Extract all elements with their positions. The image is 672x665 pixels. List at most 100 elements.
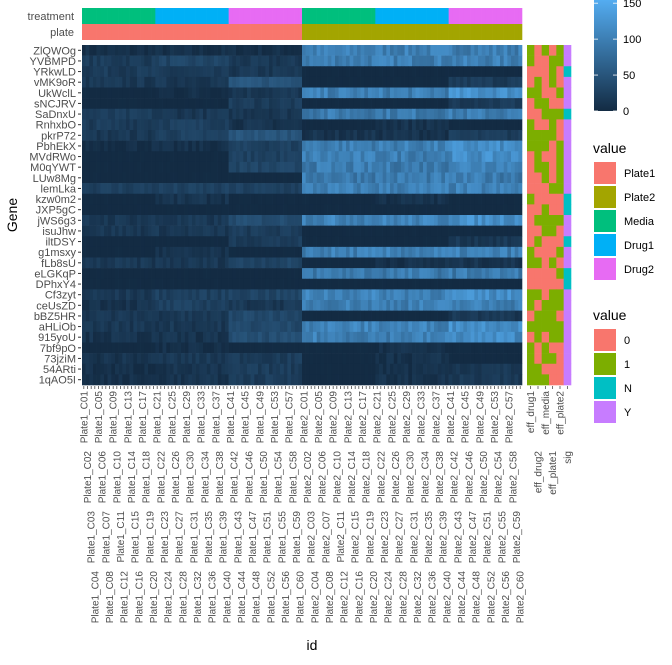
plate-annotation-cell	[335, 24, 339, 40]
heatmap-cell	[283, 215, 288, 226]
heatmap-cell	[283, 140, 288, 152]
heatmap-cell	[217, 353, 222, 365]
heatmap-cell	[129, 278, 134, 290]
legend-label: Drug2	[624, 264, 654, 276]
heatmap-cell	[272, 246, 277, 258]
heatmap-cell	[115, 76, 119, 88]
heatmap-cell	[192, 321, 196, 333]
plate-annotation-cell	[184, 24, 189, 40]
heatmap-cell	[514, 236, 519, 248]
heatmap-cell	[203, 331, 207, 343]
heatmap-cell	[258, 374, 262, 386]
heatmap-cell	[162, 87, 167, 99]
heatmap-cell	[210, 374, 215, 386]
heatmap-cell	[470, 204, 475, 216]
heatmap-cell	[111, 374, 116, 386]
heatmap-cell	[162, 257, 167, 269]
heatmap-cell	[371, 172, 376, 184]
heatmap-cell	[470, 151, 475, 163]
id-label: Plate2_C16	[354, 571, 365, 624]
heatmap-cell	[390, 363, 394, 375]
side-annotation-cell	[556, 66, 564, 78]
heatmap-cell	[140, 331, 145, 343]
heatmap-cell	[360, 151, 365, 163]
side-annotation-cell	[549, 268, 557, 280]
heatmap-cell	[104, 204, 108, 216]
heatmap-cell	[423, 172, 427, 184]
heatmap-cell	[459, 331, 464, 343]
heatmap-cell	[96, 87, 101, 99]
heatmap-cell	[217, 98, 222, 110]
heatmap-cell	[511, 310, 515, 322]
heatmap-cell	[507, 161, 512, 173]
heatmap-cell	[269, 119, 273, 131]
heatmap-cell	[93, 183, 97, 195]
heatmap-cell	[463, 108, 468, 120]
heatmap-cell	[415, 268, 420, 280]
heatmap-cell	[82, 130, 86, 141]
heatmap-cell	[195, 161, 200, 173]
heatmap-cell	[507, 289, 512, 301]
heatmap-cell	[434, 374, 438, 386]
heatmap-cell	[470, 161, 475, 173]
heatmap-cell	[456, 353, 460, 365]
heatmap-cell	[166, 374, 171, 386]
side-annotation-cell	[549, 225, 557, 237]
heatmap-cell	[511, 119, 515, 131]
heatmap-cell	[316, 119, 321, 131]
heatmap-cell	[313, 257, 317, 269]
heatmap-cell	[170, 278, 174, 290]
heatmap-cell	[379, 172, 383, 184]
heatmap-cell	[426, 87, 431, 99]
heatmap-cell	[353, 225, 358, 237]
heatmap-cell	[217, 289, 222, 301]
heatmap-cell	[144, 289, 149, 301]
side-annotation-cell	[527, 215, 535, 226]
heatmap-cell	[408, 363, 413, 375]
heatmap-cell	[382, 130, 387, 141]
heatmap-cell	[170, 289, 174, 301]
heatmap-cell	[195, 119, 200, 131]
heatmap-cell	[192, 183, 196, 195]
heatmap-cell	[419, 268, 424, 280]
heatmap-cell	[503, 87, 508, 99]
heatmap-cell	[170, 119, 174, 131]
heatmap-cell	[459, 246, 464, 258]
heatmap-cell	[324, 55, 328, 67]
heatmap-cell	[184, 268, 189, 280]
heatmap-cell	[155, 236, 160, 248]
heatmap-cell	[280, 98, 284, 110]
heatmap-cell	[250, 321, 255, 333]
heatmap-cell	[415, 363, 420, 375]
plate-annotation-cell	[254, 24, 259, 40]
legend-key	[594, 210, 616, 232]
heatmap-cell	[228, 289, 233, 301]
heatmap-cell	[503, 108, 508, 120]
heatmap-cell	[239, 310, 244, 322]
side-annotation-cell	[549, 161, 557, 173]
heatmap-cell	[342, 289, 347, 301]
heatmap-cell	[338, 172, 343, 184]
heatmap-cell	[503, 55, 508, 67]
heatmap-cell	[137, 289, 141, 301]
heatmap-cell	[184, 236, 189, 248]
heatmap-cell	[316, 98, 321, 110]
heatmap-cell	[247, 130, 251, 141]
heatmap-cell	[170, 300, 174, 311]
heatmap-cell	[316, 257, 321, 269]
heatmap-cell	[283, 225, 288, 237]
heatmap-cell	[379, 257, 383, 269]
side-annotation-cell	[541, 119, 550, 131]
id-label: Plate1_C24	[164, 571, 175, 624]
heatmap-cell	[342, 140, 347, 152]
heatmap-cell	[129, 130, 134, 141]
heatmap-cell	[89, 45, 94, 56]
heatmap-cell	[481, 236, 486, 248]
heatmap-cell	[489, 45, 493, 56]
heatmap-cell	[364, 87, 369, 99]
heatmap-cell	[478, 98, 482, 110]
plate-annotation-cell	[133, 24, 138, 40]
side-annotation-cell	[541, 193, 550, 205]
heatmap-cell	[415, 225, 420, 237]
heatmap-cell	[305, 151, 310, 163]
